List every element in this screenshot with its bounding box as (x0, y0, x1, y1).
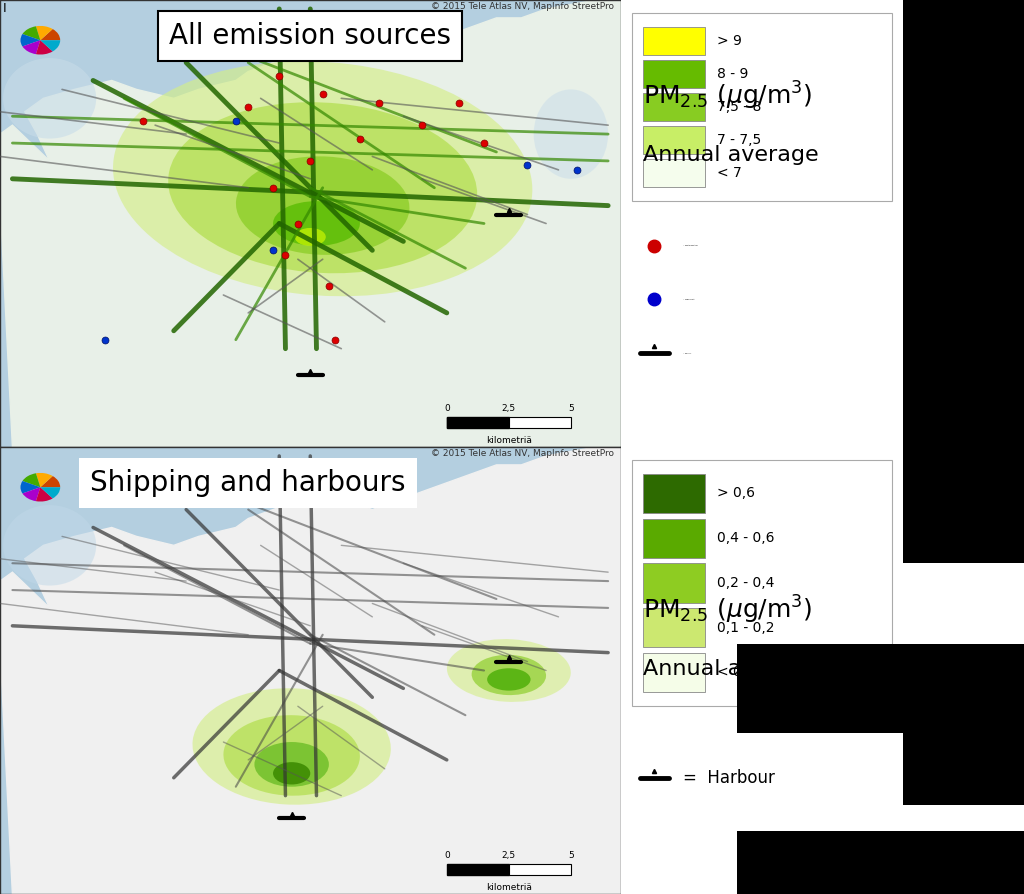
Text: = Harbour: = Harbour (683, 352, 691, 354)
Ellipse shape (236, 156, 410, 255)
Ellipse shape (254, 742, 329, 787)
Ellipse shape (168, 102, 477, 274)
Text: All emission sources: All emission sources (169, 21, 452, 50)
Text: =  Harbour: = Harbour (683, 769, 774, 787)
Wedge shape (36, 473, 52, 487)
Text: < 7: < 7 (717, 166, 741, 180)
Text: 2,5: 2,5 (502, 404, 516, 413)
Text: = Heat production: = Heat production (683, 245, 697, 247)
Ellipse shape (534, 89, 608, 179)
Text: kilometriä: kilometriä (486, 436, 531, 445)
Wedge shape (20, 481, 40, 493)
Text: 2,5: 2,5 (502, 851, 516, 860)
Bar (643, 519, 706, 558)
Ellipse shape (295, 228, 326, 246)
Text: Annual average: Annual average (643, 660, 819, 679)
Polygon shape (186, 259, 434, 358)
Polygon shape (186, 706, 434, 805)
Ellipse shape (443, 713, 487, 735)
Text: > 0,6: > 0,6 (717, 486, 755, 501)
Text: 7 - 7,5: 7 - 7,5 (717, 133, 761, 147)
Wedge shape (40, 29, 60, 40)
Text: 0,1 - 0,2: 0,1 - 0,2 (717, 620, 774, 635)
Polygon shape (446, 417, 509, 428)
Wedge shape (36, 40, 52, 55)
Text: 5: 5 (568, 404, 573, 413)
Bar (632, 460, 892, 706)
Ellipse shape (113, 62, 532, 296)
Ellipse shape (487, 669, 530, 690)
Text: 0,2 - 0,4: 0,2 - 0,4 (717, 576, 774, 590)
Bar (643, 27, 706, 55)
Bar (643, 608, 706, 647)
Polygon shape (509, 864, 571, 874)
Bar (643, 159, 706, 187)
Ellipse shape (3, 58, 96, 139)
Wedge shape (23, 40, 40, 55)
Ellipse shape (3, 505, 96, 586)
Wedge shape (40, 487, 60, 499)
Ellipse shape (484, 666, 534, 693)
Text: kilometriä: kilometriä (486, 883, 531, 892)
Wedge shape (40, 40, 60, 52)
Text: 5: 5 (568, 851, 573, 860)
Wedge shape (36, 487, 52, 502)
Ellipse shape (484, 219, 534, 246)
Ellipse shape (43, 608, 81, 626)
Text: 0: 0 (444, 404, 450, 413)
Ellipse shape (43, 161, 81, 179)
Text: Shipping and harbours: Shipping and harbours (90, 468, 406, 497)
Ellipse shape (273, 762, 310, 785)
Ellipse shape (472, 654, 546, 696)
Wedge shape (23, 473, 40, 487)
Bar (632, 13, 892, 201)
Text: 8 - 9: 8 - 9 (717, 67, 748, 80)
Text: 7,5 - 8: 7,5 - 8 (717, 100, 761, 114)
Bar (643, 60, 706, 88)
Ellipse shape (527, 250, 564, 268)
Text: = Power plant: = Power plant (683, 299, 694, 300)
Text: 0,4 - 0,6: 0,4 - 0,6 (717, 531, 774, 545)
Ellipse shape (193, 688, 391, 805)
Text: I: I (3, 3, 7, 15)
Polygon shape (446, 864, 509, 874)
Text: PM$_{2.5}$ ($\mu$g/m$^3$): PM$_{2.5}$ ($\mu$g/m$^3$) (643, 594, 812, 626)
Wedge shape (23, 26, 40, 40)
Bar (643, 126, 706, 154)
Bar (643, 653, 706, 692)
Text: 0: 0 (444, 851, 450, 860)
Bar (643, 563, 706, 603)
Wedge shape (40, 476, 60, 487)
Text: > 9: > 9 (717, 34, 741, 47)
Wedge shape (20, 34, 40, 46)
Wedge shape (36, 26, 52, 40)
Bar (643, 93, 706, 121)
Text: PM$_{2.5}$ ($\mu$g/m$^3$): PM$_{2.5}$ ($\mu$g/m$^3$) (643, 80, 812, 112)
Polygon shape (0, 447, 621, 894)
Text: Annual average: Annual average (643, 146, 819, 165)
Polygon shape (0, 0, 621, 447)
Ellipse shape (443, 266, 487, 288)
Text: © 2015 Tele Atlas NV, MapInfo StreetPro: © 2015 Tele Atlas NV, MapInfo StreetPro (431, 3, 614, 12)
Bar (643, 474, 706, 513)
Ellipse shape (527, 697, 564, 715)
Ellipse shape (273, 201, 359, 246)
Polygon shape (509, 417, 571, 428)
Wedge shape (23, 487, 40, 502)
Ellipse shape (446, 639, 570, 702)
Text: © 2015 Tele Atlas NV, MapInfo StreetPro: © 2015 Tele Atlas NV, MapInfo StreetPro (431, 449, 614, 459)
Text: < 0,1: < 0,1 (717, 665, 755, 679)
Ellipse shape (223, 715, 359, 796)
